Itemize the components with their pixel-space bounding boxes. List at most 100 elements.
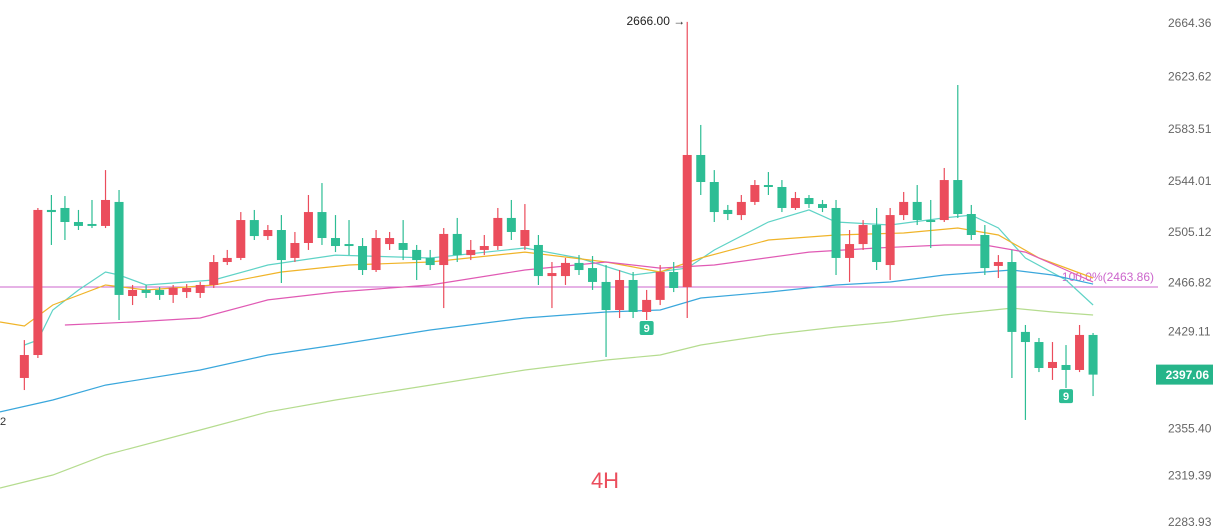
candle-body	[276, 230, 286, 261]
candle-body	[236, 220, 246, 258]
ma-line	[0, 227, 1094, 327]
candle-body	[73, 222, 83, 226]
y-tick-label: 2664.36	[1168, 16, 1212, 30]
candle-body	[966, 214, 976, 235]
candle-body	[398, 242, 408, 250]
candle-body	[1034, 342, 1044, 369]
candle-body	[669, 271, 679, 288]
candle-body	[777, 186, 787, 208]
candle-body	[452, 233, 462, 256]
candle-body	[114, 201, 124, 295]
candle-body	[601, 281, 611, 311]
ma-line	[0, 307, 1094, 489]
candle-body	[872, 225, 882, 263]
signal-label: 9	[644, 323, 650, 335]
candle-body	[628, 279, 638, 312]
y-tick-label: 2583.51	[1168, 122, 1212, 136]
candle-body	[222, 257, 232, 263]
candle-body	[723, 209, 733, 215]
candle-body	[912, 201, 922, 221]
candle-body	[980, 234, 990, 269]
candle-body	[1061, 364, 1071, 370]
y-tick-label: 2355.40	[1168, 421, 1212, 435]
candle-body	[330, 238, 340, 247]
candle-body	[33, 209, 43, 356]
candle-body	[358, 246, 368, 271]
y-tick-label: 2319.39	[1168, 469, 1212, 483]
candle-body	[168, 287, 178, 295]
candle-body	[182, 287, 192, 293]
candle-body	[60, 207, 70, 223]
candle-body	[385, 238, 395, 245]
candle-body	[101, 199, 111, 226]
signal-marker	[1059, 389, 1074, 404]
candle-body	[439, 233, 449, 266]
candle-body	[19, 355, 29, 378]
candle-body	[1075, 334, 1085, 370]
timeframe-label: 4H	[591, 468, 619, 493]
candle-body	[1020, 331, 1030, 343]
candle-body	[588, 268, 598, 282]
candle-body	[128, 289, 138, 296]
candle-body	[412, 249, 422, 261]
candle-body	[763, 185, 773, 187]
candle-body	[303, 212, 313, 243]
y-tick-label: 2623.62	[1168, 70, 1212, 84]
candle-body	[344, 244, 354, 247]
y-tick-label: 2429.11	[1168, 325, 1211, 339]
candle-body	[899, 201, 909, 216]
price-axis-bg	[1158, 0, 1213, 532]
edge-label: 2	[0, 416, 6, 428]
last-price-label: 2397.06	[1166, 368, 1210, 382]
candle-body	[547, 273, 557, 277]
last-price-box	[1156, 364, 1213, 385]
candle-body	[506, 217, 516, 232]
candle-body	[493, 217, 503, 247]
signal-label: 9	[1063, 391, 1069, 403]
candle-body	[926, 220, 936, 223]
candle-body	[750, 185, 760, 202]
y-tick-label: 2283.93	[1168, 515, 1212, 529]
candle-body	[466, 249, 476, 256]
candle-body	[574, 262, 584, 271]
signal-marker	[639, 320, 654, 335]
candle-body	[804, 198, 814, 205]
candle-body	[290, 242, 300, 258]
candle-body	[479, 246, 489, 250]
candle-body	[317, 212, 327, 239]
candle-body	[953, 180, 963, 215]
candle-body	[533, 244, 543, 277]
candle-body	[993, 262, 1003, 266]
candle-body	[249, 220, 259, 237]
candle-body	[141, 289, 151, 293]
candle-body	[560, 262, 570, 277]
high-annotation: 2666.00 →	[627, 14, 686, 28]
candle-body	[655, 271, 665, 300]
level-label: 100.0%(2463.86)	[1062, 270, 1154, 284]
candle-body	[736, 201, 746, 216]
candle-body	[858, 225, 868, 245]
candle-body	[46, 209, 56, 213]
y-tick-label: 2544.01	[1168, 174, 1212, 188]
candle-body	[790, 198, 800, 208]
candle-body	[209, 262, 219, 285]
candle-body	[642, 299, 652, 312]
candle-body	[831, 207, 841, 258]
candle-body	[885, 215, 895, 266]
candle-body	[1088, 334, 1098, 375]
candle-body	[818, 204, 828, 208]
candle-body	[1047, 361, 1057, 369]
candle-body	[1007, 262, 1017, 332]
candle-body	[682, 154, 692, 288]
y-tick-label: 2505.12	[1168, 225, 1212, 239]
candle-body	[263, 230, 273, 237]
candle-body	[845, 244, 855, 258]
candle-body	[709, 182, 719, 213]
candle-body	[520, 230, 530, 247]
candle-body	[195, 284, 205, 293]
candle-body	[155, 289, 165, 295]
candle-body	[371, 238, 381, 271]
candle-body	[939, 180, 949, 221]
y-tick-label: 2466.82	[1168, 275, 1212, 289]
